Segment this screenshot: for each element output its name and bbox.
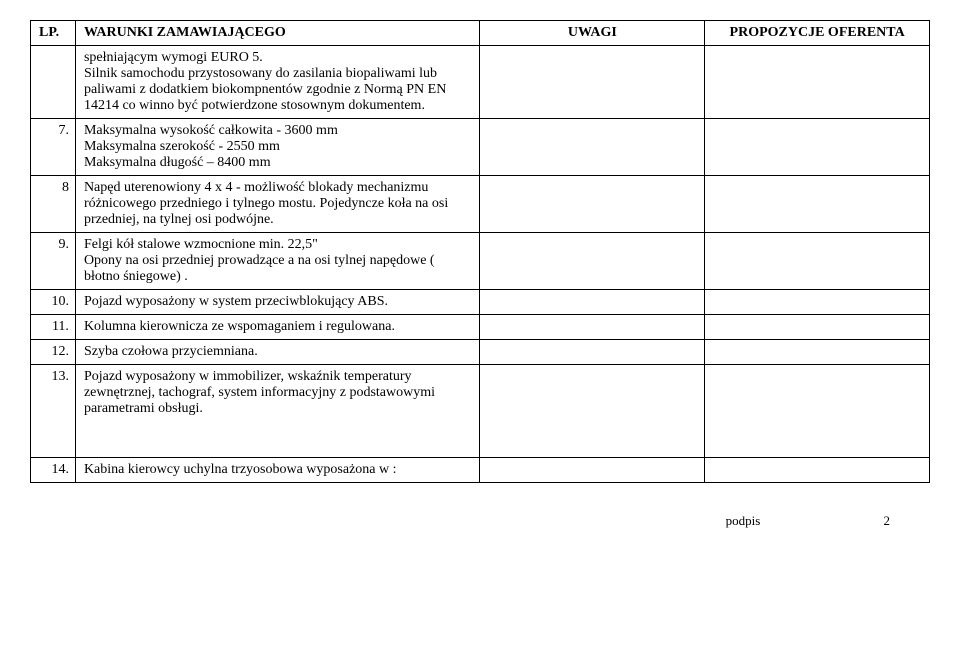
- cell-warunki: Kabina kierowcy uchylna trzyosobowa wypo…: [75, 458, 480, 483]
- cell-propozycje: [705, 365, 930, 458]
- cell-lp: 12.: [31, 340, 76, 365]
- cell-warunki: spełniającym wymogi EURO 5. Silnik samoc…: [75, 46, 480, 119]
- cell-uwagi: [480, 46, 705, 119]
- cell-propozycje: [705, 176, 930, 233]
- cell-uwagi: [480, 340, 705, 365]
- cell-warunki: Pojazd wyposażony w system przeciwblokuj…: [75, 290, 480, 315]
- table-row: 13.Pojazd wyposażony w immobilizer, wska…: [31, 365, 930, 458]
- cell-warunki: Felgi kół stalowe wzmocnione min. 22,5" …: [75, 233, 480, 290]
- cell-propozycje: [705, 458, 930, 483]
- table-row: spełniającym wymogi EURO 5. Silnik samoc…: [31, 46, 930, 119]
- cell-uwagi: [480, 315, 705, 340]
- table-row: 12.Szyba czołowa przyciemniana.: [31, 340, 930, 365]
- cell-propozycje: [705, 290, 930, 315]
- cell-warunki: Napęd uterenowiony 4 x 4 - możliwość blo…: [75, 176, 480, 233]
- cell-lp: 9.: [31, 233, 76, 290]
- cell-warunki: Kolumna kierownicza ze wspomaganiem i re…: [75, 315, 480, 340]
- cell-lp: 8: [31, 176, 76, 233]
- spec-table: LP. WARUNKI ZAMAWIAJĄCEGO UWAGI PROPOZYC…: [30, 20, 930, 483]
- cell-lp: 14.: [31, 458, 76, 483]
- footer-label: podpis: [726, 513, 761, 528]
- header-warunki: WARUNKI ZAMAWIAJĄCEGO: [75, 21, 480, 46]
- cell-warunki: Maksymalna wysokość całkowita - 3600 mm …: [75, 119, 480, 176]
- table-row: 10.Pojazd wyposażony w system przeciwblo…: [31, 290, 930, 315]
- header-lp: LP.: [31, 21, 76, 46]
- cell-propozycje: [705, 315, 930, 340]
- cell-warunki: Szyba czołowa przyciemniana.: [75, 340, 480, 365]
- cell-lp: 13.: [31, 365, 76, 458]
- header-propozycje: PROPOZYCJE OFERENTA: [705, 21, 930, 46]
- cell-uwagi: [480, 458, 705, 483]
- page-footer: podpis 2: [30, 513, 930, 529]
- table-row: 7.Maksymalna wysokość całkowita - 3600 m…: [31, 119, 930, 176]
- cell-propozycje: [705, 119, 930, 176]
- header-uwagi: UWAGI: [480, 21, 705, 46]
- cell-propozycje: [705, 46, 930, 119]
- table-row: 9.Felgi kół stalowe wzmocnione min. 22,5…: [31, 233, 930, 290]
- table-row: 14.Kabina kierowcy uchylna trzyosobowa w…: [31, 458, 930, 483]
- cell-lp: 11.: [31, 315, 76, 340]
- cell-uwagi: [480, 290, 705, 315]
- cell-uwagi: [480, 176, 705, 233]
- cell-lp: 7.: [31, 119, 76, 176]
- table-row: 11.Kolumna kierownicza ze wspomaganiem i…: [31, 315, 930, 340]
- cell-uwagi: [480, 233, 705, 290]
- cell-uwagi: [480, 119, 705, 176]
- cell-propozycje: [705, 340, 930, 365]
- cell-lp: [31, 46, 76, 119]
- footer-page: 2: [884, 513, 891, 528]
- cell-propozycje: [705, 233, 930, 290]
- table-header-row: LP. WARUNKI ZAMAWIAJĄCEGO UWAGI PROPOZYC…: [31, 21, 930, 46]
- cell-lp: 10.: [31, 290, 76, 315]
- cell-warunki: Pojazd wyposażony w immobilizer, wskaźni…: [75, 365, 480, 458]
- cell-uwagi: [480, 365, 705, 458]
- table-row: 8Napęd uterenowiony 4 x 4 - możliwość bl…: [31, 176, 930, 233]
